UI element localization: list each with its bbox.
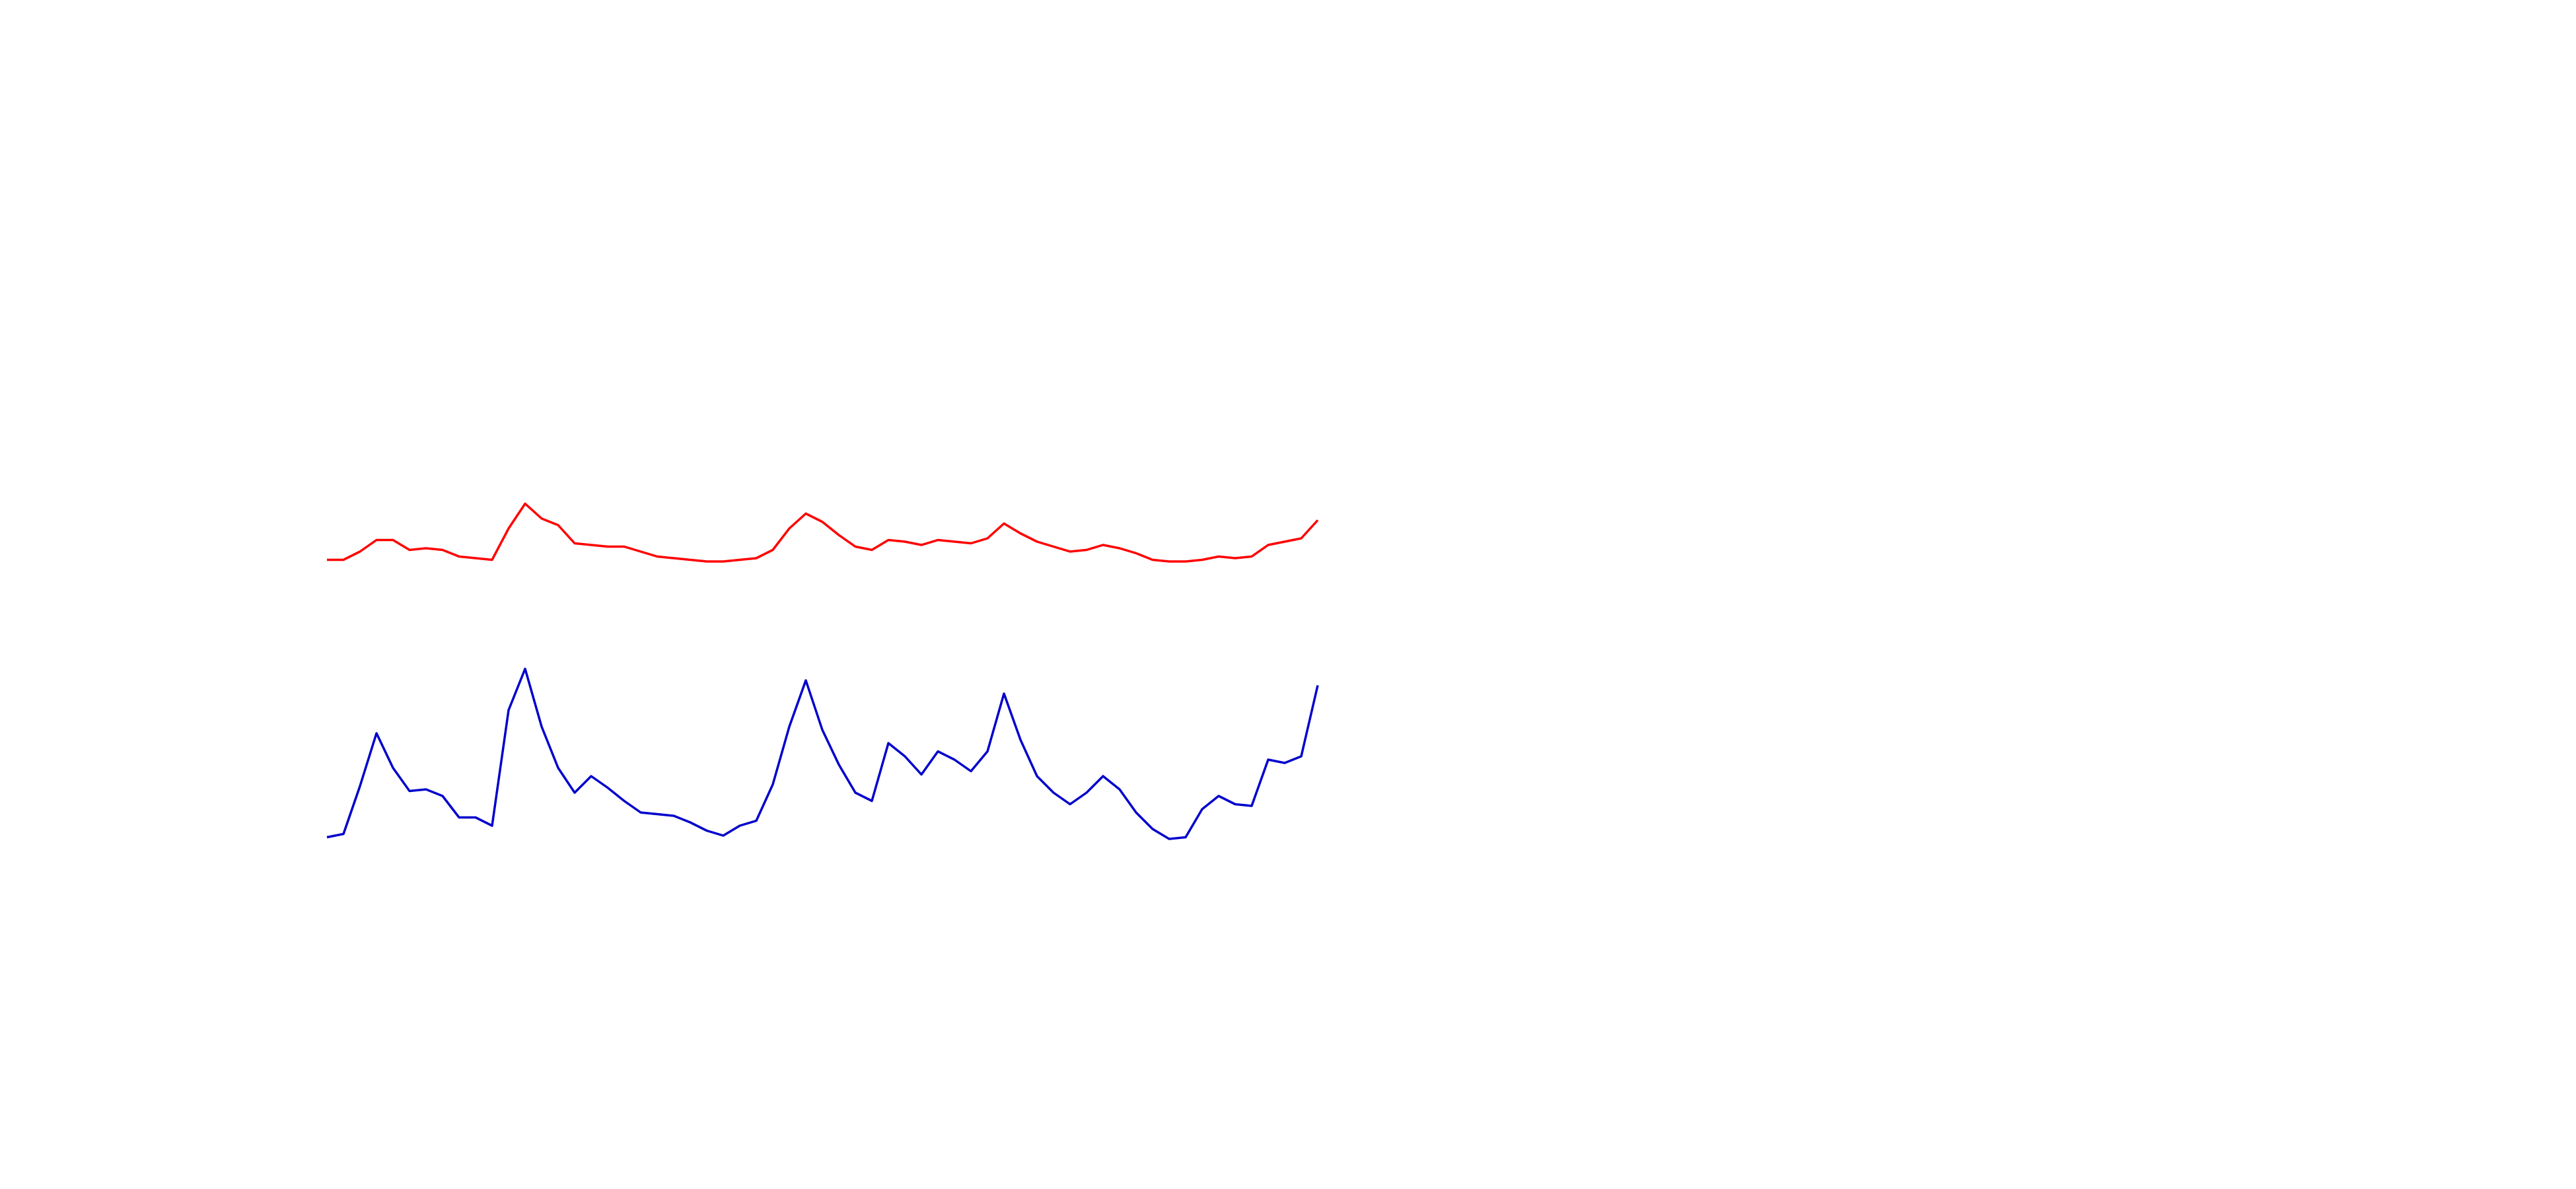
line-series [327, 502, 1319, 563]
line-series [326, 667, 1319, 840]
